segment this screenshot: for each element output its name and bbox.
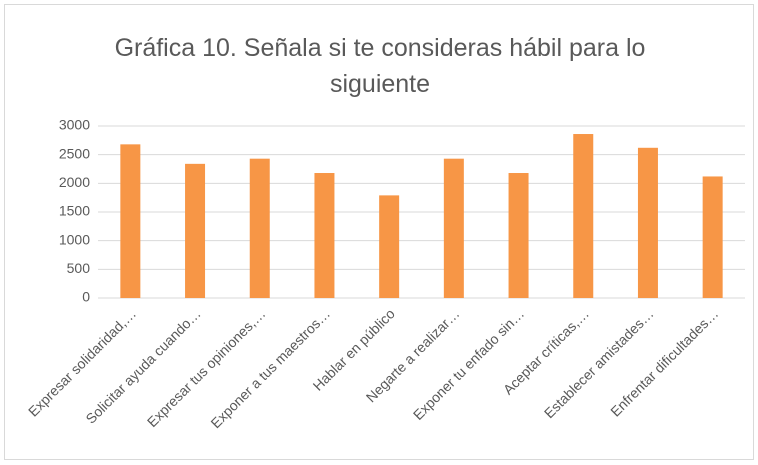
y-tick-label: 500 bbox=[67, 260, 91, 276]
bar bbox=[120, 144, 141, 298]
y-tick-label: 1500 bbox=[59, 203, 90, 219]
bar bbox=[443, 158, 464, 298]
bar bbox=[185, 163, 206, 298]
bar bbox=[573, 134, 594, 298]
bar bbox=[249, 158, 270, 298]
y-tick-label: 1000 bbox=[59, 231, 90, 247]
y-tick-label: 2500 bbox=[59, 145, 90, 161]
y-tick-label: 3000 bbox=[59, 117, 90, 133]
bar bbox=[314, 173, 335, 298]
bar bbox=[702, 176, 723, 298]
bar bbox=[379, 195, 400, 298]
y-tick-label: 2000 bbox=[59, 174, 90, 190]
y-tick-label: 0 bbox=[82, 289, 90, 305]
bar bbox=[508, 173, 529, 298]
bar bbox=[637, 147, 658, 298]
chart-title: Gráfica 10. Señala si te consideras hábi… bbox=[114, 34, 646, 98]
